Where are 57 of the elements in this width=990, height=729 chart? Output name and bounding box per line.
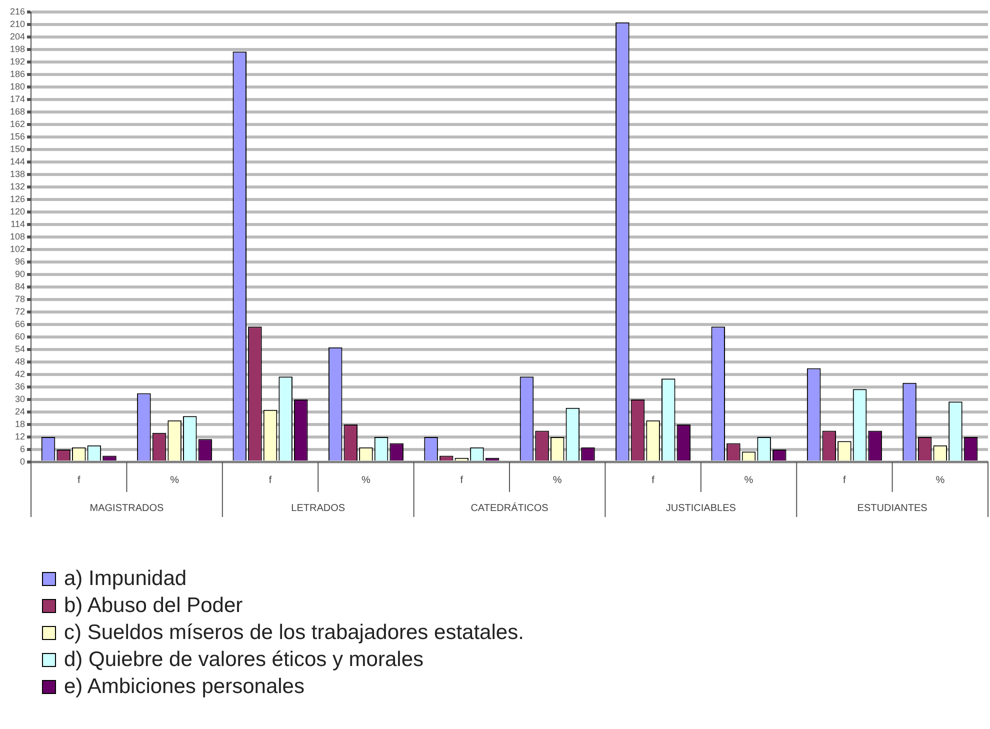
legend-label: a) Impunidad — [64, 566, 187, 590]
y-tick-label: 198 — [10, 44, 26, 54]
y-tick-label: 30 — [15, 394, 26, 404]
y-tick-label: 78 — [15, 294, 26, 304]
text: MAGISTRADOS — [90, 502, 164, 514]
y-tick-label: 42 — [15, 368, 26, 379]
y-tick-label: 66 — [15, 318, 26, 329]
y-tick-label: 144 — [10, 156, 26, 166]
legend-label: d) Quiebre de valores éticos y morales — [64, 648, 424, 672]
y-tick-label: 204 — [10, 31, 26, 42]
y-tick-label: 24 — [15, 406, 26, 416]
y-tick-label: 156 — [10, 131, 26, 142]
text: LETRADOS — [291, 502, 346, 514]
x-tick-label: % — [936, 474, 945, 486]
y-tick-label: 6 — [20, 444, 26, 454]
x-tick-label: f — [268, 474, 272, 486]
y-tick-label: 72 — [15, 306, 26, 316]
y-tick-label: 132 — [10, 181, 26, 192]
y-tick-label: 210 — [10, 18, 26, 29]
x-tick-label: f — [460, 474, 464, 486]
x-tick-label: f — [843, 474, 846, 486]
legend-label: c) Sueldos míseros de los trabajadores estatales. — [64, 620, 524, 644]
y-tick-label: 108 — [10, 231, 26, 242]
text: JUSTICIABLES — [666, 502, 736, 514]
legend-label: b) Abuso del Poder — [64, 594, 243, 618]
text: CATEDRÁTICOS — [470, 502, 549, 514]
y-tick-label: 102 — [10, 244, 26, 254]
y-tick-label: 174 — [10, 94, 26, 104]
y-tick-label: 138 — [10, 168, 26, 179]
y-tick-label: 84 — [15, 281, 26, 292]
y-tick-label: 18 — [15, 418, 26, 429]
y-tick-label: 126 — [10, 194, 26, 204]
y-tick-label: 54 — [15, 344, 26, 354]
y-tick-label: 90 — [15, 268, 26, 279]
x-tick-label: % — [744, 474, 754, 486]
y-tick-label: 216 — [10, 6, 26, 16]
y-tick-label: 96 — [15, 256, 26, 266]
y-tick-label: 162 — [10, 118, 26, 129]
x-tick-label: % — [362, 474, 371, 486]
x-tick-label: % — [170, 474, 180, 486]
y-tick-label: 12 — [15, 431, 26, 442]
y-tick-label: 180 — [10, 81, 26, 92]
text: ESTUDIANTES — [857, 502, 928, 514]
x-tick-label: % — [552, 474, 562, 486]
y-tick-label: 186 — [10, 68, 26, 79]
y-tick-label: 0 — [20, 456, 26, 466]
y-tick-label: 120 — [10, 206, 26, 216]
y-tick-label: 114 — [10, 218, 26, 229]
y-tick-label: 168 — [10, 106, 26, 116]
y-tick-label: 48 — [15, 356, 26, 366]
legend-label: e) Ambiciones personales — [64, 674, 304, 698]
x-tick-label: f — [652, 474, 655, 486]
y-tick-label: 192 — [10, 56, 26, 66]
y-tick-label: 60 — [15, 331, 26, 342]
y-tick-label: 36 — [15, 381, 26, 392]
x-tick-label: f — [77, 474, 80, 486]
y-tick-label: 150 — [10, 144, 26, 154]
